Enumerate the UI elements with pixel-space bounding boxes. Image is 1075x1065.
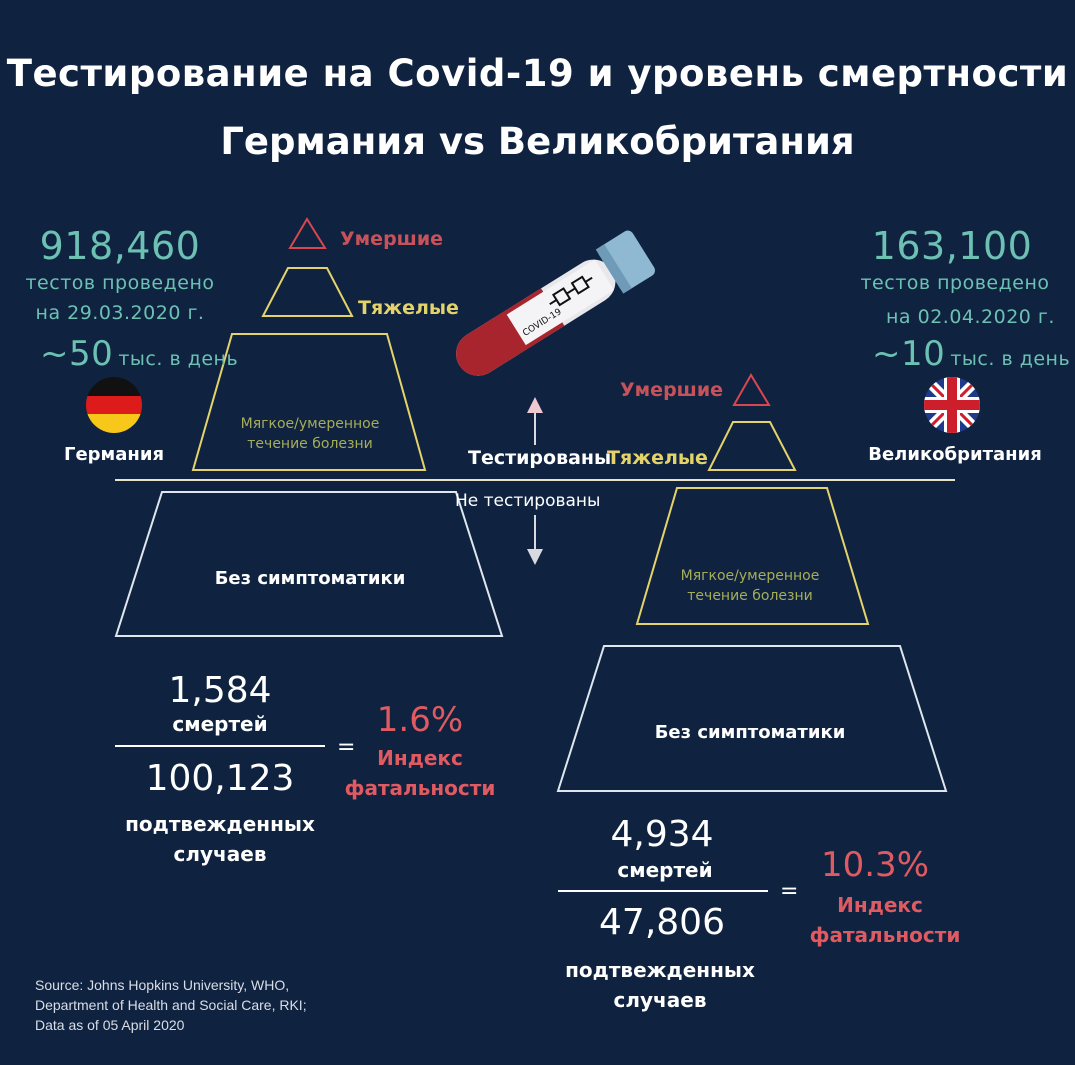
germany-per-day-unit: тыс. в день bbox=[118, 348, 239, 370]
uk-equals: = bbox=[780, 879, 799, 904]
uk-fatality-rate: 10.3% bbox=[820, 845, 929, 885]
uk-asymptomatic-trapezoid bbox=[556, 645, 948, 792]
germany-deaths-label: смертей bbox=[172, 712, 268, 736]
germany-deaths-number: 1,584 bbox=[168, 670, 272, 711]
source-line-2: Department of Health and Social Care, RK… bbox=[35, 997, 307, 1013]
not-tested-label: Не тестированы bbox=[455, 491, 601, 511]
germany-dead-triangle bbox=[288, 217, 327, 249]
uk-tests-date: на 02.04.2020 г. bbox=[886, 306, 1055, 328]
germany-asymptomatic-label: Без симптоматики bbox=[214, 568, 406, 589]
test-tube-icon: COVID-19 bbox=[456, 230, 655, 376]
germany-tests-label: тестов проведено bbox=[25, 272, 215, 294]
germany-cases-label-2: случаев bbox=[173, 842, 267, 866]
germany-asymptomatic-trapezoid bbox=[114, 491, 504, 637]
uk-mild-label: Мягкое/умеренное течение болезни bbox=[680, 568, 820, 604]
germany-cases-number: 100,123 bbox=[145, 758, 295, 799]
uk-severe-trapezoid bbox=[707, 421, 797, 471]
uk-fatality-label-2: фатальности bbox=[809, 923, 961, 947]
source-line-1: Source: Johns Hopkins University, WHO, bbox=[35, 977, 290, 993]
flag-germany-icon bbox=[86, 377, 142, 433]
uk-dead-triangle bbox=[732, 373, 771, 406]
uk-mild-trapezoid bbox=[635, 487, 870, 625]
tested-label: Тестированы bbox=[468, 447, 612, 469]
uk-fatality-label-1: Индекс bbox=[837, 893, 923, 917]
germany-mild-label: Мягкое/умеренное течение болезни bbox=[240, 416, 380, 452]
uk-per-day-unit: тыс. в день bbox=[950, 348, 1071, 370]
germany-country-label: Германия bbox=[63, 444, 165, 465]
flag-uk-icon bbox=[924, 377, 980, 433]
uk-asymptomatic-label: Без симптоматики bbox=[654, 722, 846, 743]
source-line-3: Data as of 05 April 2020 bbox=[35, 1017, 185, 1033]
germany-tests-date: на 29.03.2020 г. bbox=[35, 302, 205, 324]
uk-fraction-line bbox=[558, 890, 768, 892]
germany-fatality-label-1: Индекс bbox=[377, 746, 463, 770]
uk-dead-label: Умершие bbox=[620, 379, 724, 401]
source-note: Source: Johns Hopkins University, WHO, D… bbox=[35, 975, 307, 1035]
arrow-down-icon bbox=[527, 515, 543, 565]
uk-severe-label: Тяжелые bbox=[607, 447, 708, 469]
germany-per-day-value: ~50 bbox=[40, 334, 114, 374]
germany-fatality-label-2: фатальности bbox=[344, 776, 496, 800]
uk-per-day-value: ~10 bbox=[872, 334, 946, 374]
uk-per-day: ~10 тыс. в день bbox=[872, 334, 1070, 374]
germany-fraction-line bbox=[115, 745, 325, 747]
germany-dead-label: Умершие bbox=[340, 228, 444, 250]
germany-fatality-rate: 1.6% bbox=[376, 700, 464, 740]
germany-mild-trapezoid bbox=[191, 333, 427, 471]
uk-deaths-label: смертей bbox=[617, 858, 713, 882]
germany-per-day: ~50 тыс. в день bbox=[40, 334, 238, 374]
uk-cases-label-1: подтвежденных bbox=[565, 958, 755, 982]
arrow-up-icon bbox=[527, 397, 543, 445]
page-subtitle: Германия vs Великобритания bbox=[220, 120, 855, 163]
uk-tests-label: тестов проведено bbox=[860, 272, 1050, 294]
uk-deaths-number: 4,934 bbox=[610, 814, 714, 855]
uk-cases-label-2: случаев bbox=[613, 988, 707, 1012]
uk-cases-number: 47,806 bbox=[599, 902, 725, 943]
germany-equals: = bbox=[337, 735, 356, 760]
germany-tests-number: 918,460 bbox=[39, 224, 201, 268]
germany-severe-label: Тяжелые bbox=[358, 297, 459, 319]
germany-severe-trapezoid bbox=[261, 267, 354, 317]
germany-cases-label-1: подтвежденных bbox=[125, 812, 315, 836]
uk-tests-number: 163,100 bbox=[871, 224, 1033, 268]
uk-country-label: Великобритания bbox=[868, 444, 1042, 465]
page-title: Тестирование на Covid-19 и уровень смерт… bbox=[6, 52, 1069, 95]
